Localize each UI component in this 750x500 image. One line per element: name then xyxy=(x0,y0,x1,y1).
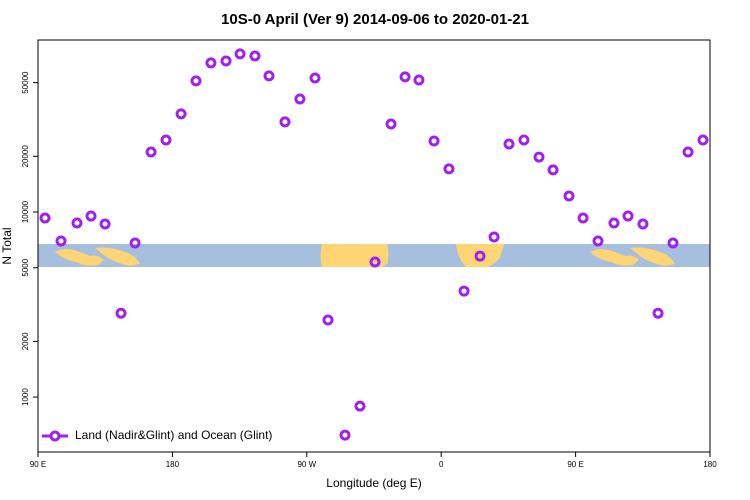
point xyxy=(369,256,381,268)
point xyxy=(563,190,575,202)
point xyxy=(294,93,306,105)
point xyxy=(309,72,321,84)
point xyxy=(592,235,604,247)
point xyxy=(115,307,127,319)
point xyxy=(622,210,634,222)
point xyxy=(458,285,470,297)
point xyxy=(533,151,545,163)
point xyxy=(577,212,589,224)
plot-frame xyxy=(37,39,711,453)
point xyxy=(279,116,291,128)
point xyxy=(71,217,83,229)
land xyxy=(590,247,675,266)
legend-label: Land (Nadir&Glint) and Ocean (Glint) xyxy=(75,428,272,442)
x-tick-label: 90 E xyxy=(30,460,46,469)
point xyxy=(488,231,500,243)
legend-marker xyxy=(49,430,61,442)
x-axis-label: Longitude (deg E) xyxy=(326,476,421,490)
point xyxy=(322,314,334,326)
x-tick-label: 90 W xyxy=(297,460,316,469)
point xyxy=(234,48,246,60)
point xyxy=(385,118,397,130)
y-tick-label: 50000 xyxy=(21,71,30,94)
point xyxy=(443,163,455,175)
map-strip xyxy=(38,244,710,267)
chart-title: 10S-0 April (Ver 9) 2014-09-06 to 2020-0… xyxy=(221,11,529,28)
point xyxy=(413,74,425,86)
point xyxy=(547,164,559,176)
y-tick-label: 10000 xyxy=(21,200,30,223)
land xyxy=(456,244,504,267)
point xyxy=(85,210,97,222)
land xyxy=(55,247,140,266)
point xyxy=(129,237,141,249)
y-tick-label: 20000 xyxy=(21,145,30,168)
point xyxy=(503,138,515,150)
point xyxy=(354,400,366,412)
point xyxy=(518,134,530,146)
y-tick-label: 5000 xyxy=(21,258,30,276)
y-tick-label: 1000 xyxy=(21,388,30,406)
point xyxy=(190,75,202,87)
point xyxy=(667,237,679,249)
point xyxy=(205,57,217,69)
point xyxy=(637,218,649,230)
point xyxy=(339,429,351,441)
point xyxy=(55,235,67,247)
x-tick-label: 180 xyxy=(703,460,717,469)
point xyxy=(682,146,694,158)
point xyxy=(175,108,187,120)
point xyxy=(160,134,172,146)
point xyxy=(263,70,275,82)
point xyxy=(39,212,51,224)
point xyxy=(697,134,709,146)
point xyxy=(399,71,411,83)
point xyxy=(99,218,111,230)
x-tick-label: 0 xyxy=(439,460,444,469)
point xyxy=(145,146,157,158)
point xyxy=(220,55,232,67)
x-tick-label: 180 xyxy=(166,460,180,469)
y-tick-label: 2000 xyxy=(21,332,30,350)
point xyxy=(249,50,261,62)
point xyxy=(652,307,664,319)
y-axis-label: N Total xyxy=(0,227,14,264)
point xyxy=(428,135,440,147)
point xyxy=(474,250,486,262)
x-tick-label: 90 E xyxy=(567,460,583,469)
point xyxy=(608,217,620,229)
